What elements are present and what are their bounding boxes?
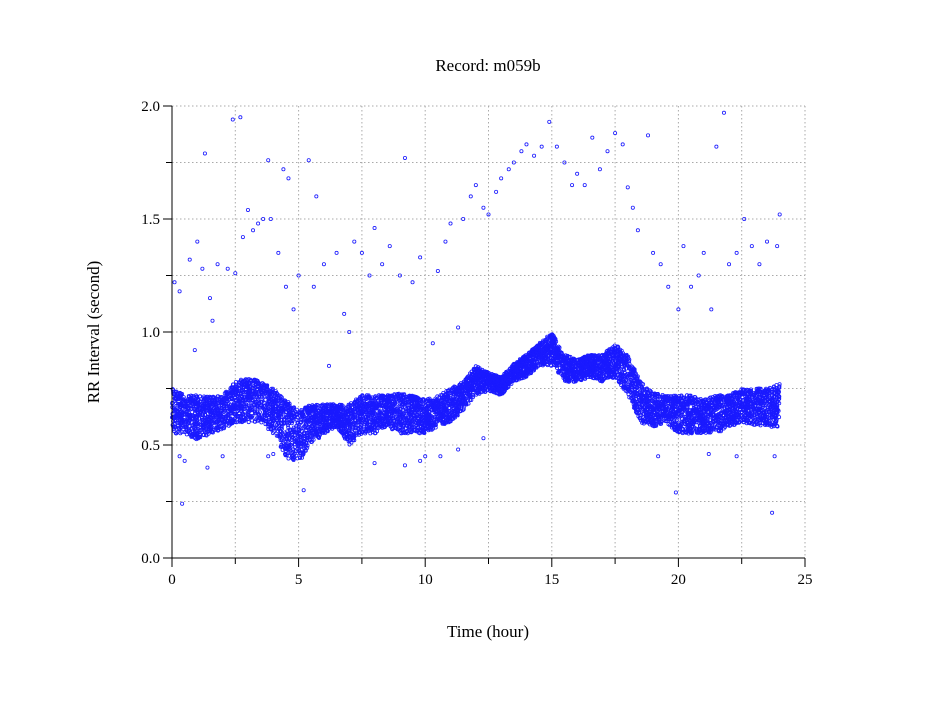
data-points	[171, 111, 782, 514]
data-point	[264, 398, 267, 401]
chart-title: Record: m059b	[435, 56, 540, 75]
data-point	[247, 421, 250, 424]
grid	[172, 106, 805, 558]
